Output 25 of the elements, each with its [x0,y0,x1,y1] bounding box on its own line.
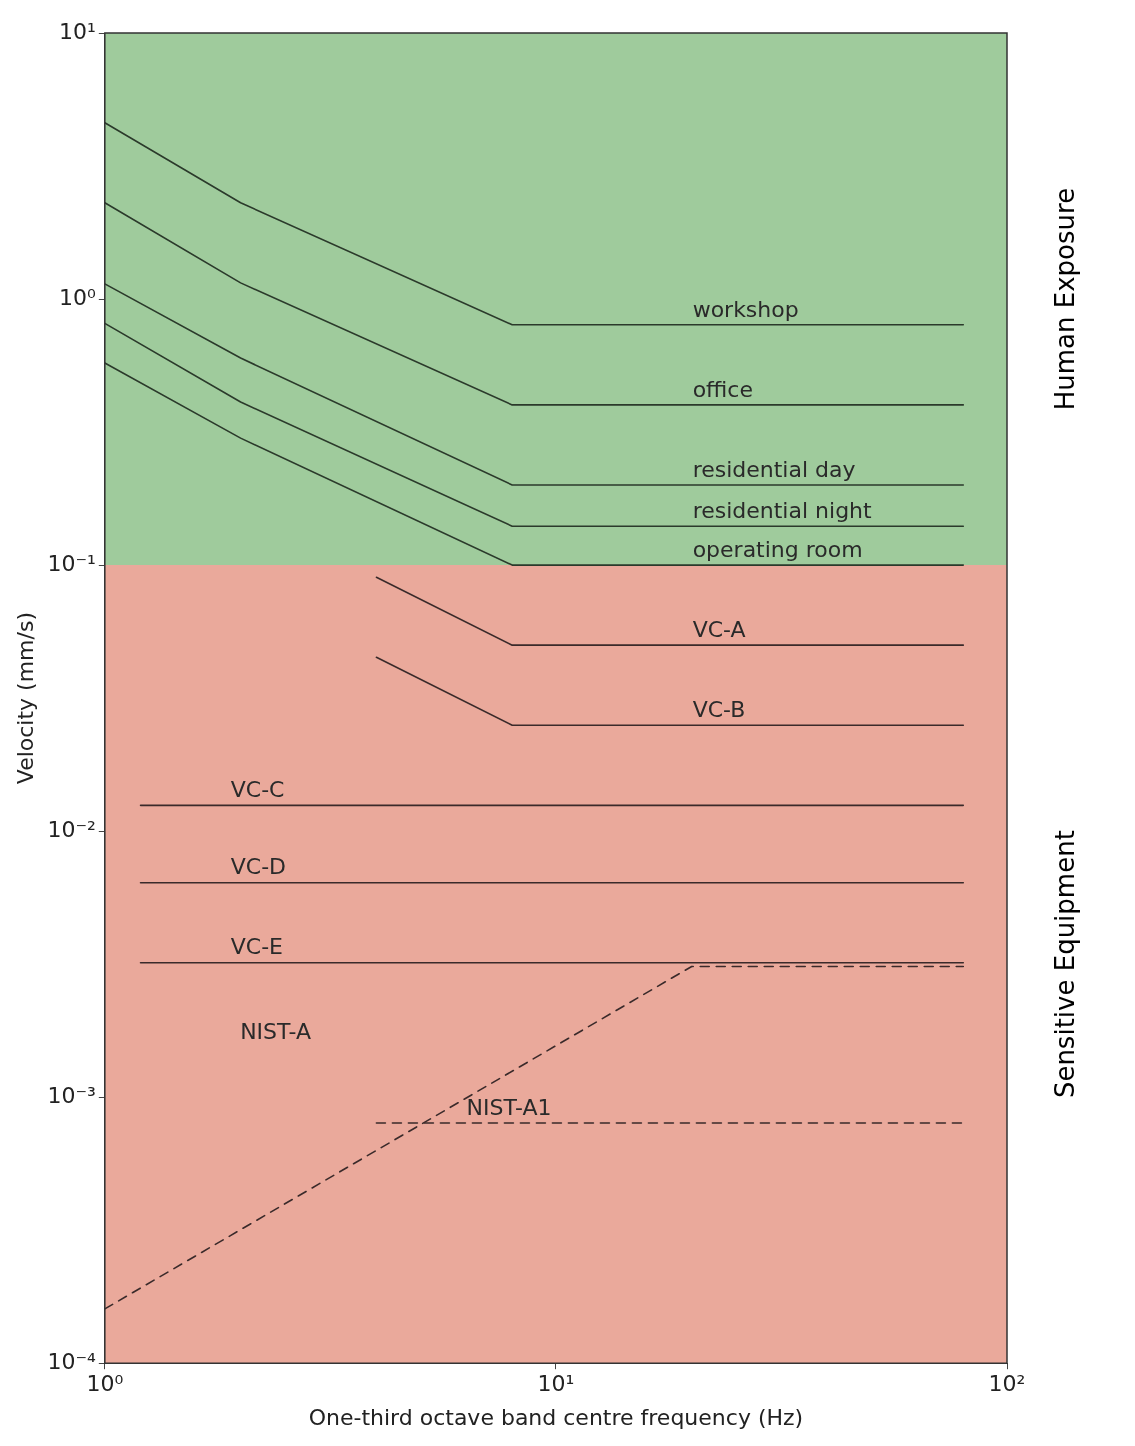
y-axis-title: Velocity (mm/s) [12,612,38,785]
series-label: VC-B [692,696,746,722]
x-tick-label: 10⁰ [86,1371,124,1397]
series-label: NIST-A1 [466,1094,552,1120]
series-label: workshop [692,296,799,322]
y-tick-label: 10⁰ [59,284,96,310]
series-label: VC-E [230,934,284,960]
y-tick-label: 10⁻¹ [47,550,96,576]
y-tick-label: 10¹ [59,18,96,44]
x-tick-label: 10¹ [537,1371,575,1397]
band-label: Human Exposure [1049,187,1080,411]
series-label: VC-C [230,777,285,803]
y-tick-label: 10⁻³ [47,1082,96,1108]
y-tick-label: 10⁻⁴ [47,1348,96,1374]
x-axis-title: One-third octave band centre frequency (Hz) [308,1404,804,1430]
series-label: residential day [692,456,856,482]
annotation: NIST-A [240,1018,311,1044]
band-label: Sensitive Equipment [1049,830,1080,1099]
series-label: VC-A [692,616,746,642]
y-tick-label: 10⁻² [47,816,96,842]
series-label: residential night [692,497,873,523]
series-label: office [692,376,754,402]
series-label: VC-D [230,854,287,880]
x-tick-label: 10² [988,1371,1026,1397]
series-label: operating room [692,536,863,562]
